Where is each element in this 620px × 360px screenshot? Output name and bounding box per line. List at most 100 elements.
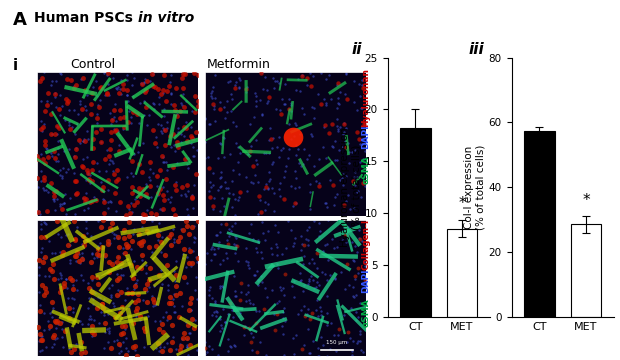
Point <box>144 177 154 183</box>
Point <box>257 249 267 255</box>
Point <box>321 76 331 82</box>
Point <box>216 284 226 289</box>
Point <box>52 335 62 341</box>
Point <box>42 102 52 108</box>
Point <box>144 174 154 180</box>
Point <box>329 202 339 208</box>
Point <box>76 350 86 355</box>
Point <box>36 118 46 124</box>
Point <box>80 199 90 204</box>
Point <box>101 168 111 174</box>
Point <box>230 86 240 91</box>
Point <box>42 208 51 214</box>
Point <box>52 123 62 129</box>
Point <box>40 109 50 114</box>
Point <box>178 71 188 77</box>
Point <box>222 109 232 115</box>
Point <box>234 194 244 200</box>
Point <box>330 275 340 281</box>
Point <box>252 157 262 162</box>
Point <box>303 75 312 81</box>
Point <box>234 85 244 91</box>
Point <box>166 101 175 107</box>
Point <box>105 198 115 204</box>
Point <box>66 77 76 83</box>
Point <box>337 144 347 150</box>
Point <box>321 155 331 161</box>
Point <box>329 333 339 338</box>
Point <box>131 309 141 314</box>
Point <box>142 288 152 294</box>
Point <box>301 227 311 233</box>
Point <box>200 339 210 345</box>
Point <box>156 128 166 134</box>
Point <box>154 190 164 195</box>
Point <box>39 174 49 180</box>
Point <box>151 134 161 140</box>
Point <box>296 247 306 253</box>
Point <box>134 298 144 304</box>
Point <box>44 274 54 279</box>
Point <box>113 244 123 250</box>
Point <box>104 311 113 317</box>
Point <box>213 352 223 358</box>
Point <box>187 194 197 200</box>
Point <box>140 89 149 95</box>
Point <box>340 138 350 144</box>
Point <box>59 200 69 206</box>
Point <box>294 270 304 276</box>
Point <box>353 188 363 193</box>
Point <box>278 145 288 151</box>
Point <box>270 78 280 84</box>
Point <box>169 226 179 232</box>
Point <box>109 235 119 240</box>
Point <box>283 155 293 161</box>
Point <box>52 131 62 136</box>
Point <box>112 337 122 343</box>
Point <box>82 154 92 159</box>
Point <box>65 126 75 132</box>
Point <box>53 138 63 143</box>
Point <box>339 312 349 318</box>
Point <box>252 249 262 255</box>
Point <box>359 259 369 265</box>
Point <box>281 245 291 251</box>
Point <box>259 306 268 311</box>
Point <box>278 331 288 337</box>
Point <box>87 333 97 339</box>
Point <box>60 117 69 123</box>
Point <box>53 231 63 237</box>
Point <box>148 127 158 133</box>
Point <box>274 298 284 304</box>
Point <box>119 227 129 233</box>
Point <box>337 183 347 188</box>
Point <box>329 245 339 251</box>
Point <box>55 201 64 207</box>
Point <box>109 231 119 237</box>
Point <box>51 104 61 110</box>
Point <box>188 239 198 245</box>
Point <box>219 135 229 141</box>
Point <box>312 279 322 285</box>
Point <box>51 319 61 325</box>
Point <box>135 142 144 148</box>
Point <box>249 273 259 278</box>
Point <box>264 94 273 100</box>
Point <box>272 78 282 84</box>
Point <box>82 136 92 142</box>
Point <box>126 114 136 120</box>
Point <box>182 344 192 350</box>
Point <box>50 319 60 324</box>
Point <box>239 332 249 338</box>
Point <box>78 75 88 81</box>
Point <box>334 147 343 153</box>
Point <box>271 241 281 247</box>
Point <box>154 101 164 107</box>
Point <box>50 197 60 202</box>
Point <box>188 205 198 211</box>
Point <box>312 250 322 256</box>
Point <box>267 185 277 191</box>
Point <box>200 155 210 161</box>
Point <box>78 195 87 201</box>
Point <box>63 100 73 106</box>
